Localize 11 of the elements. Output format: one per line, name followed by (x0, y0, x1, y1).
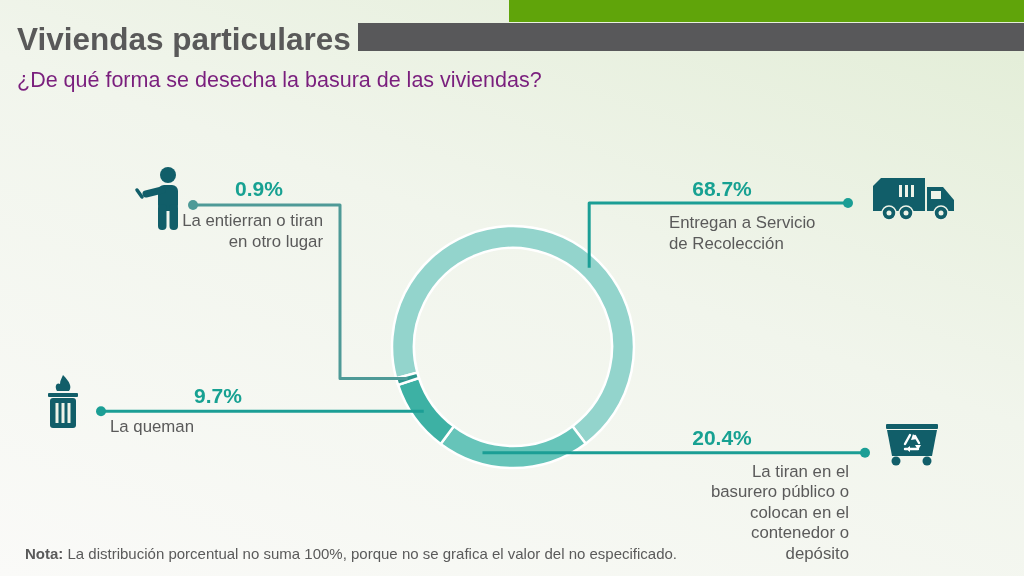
data-label: 68.7% (692, 177, 753, 200)
chart-title: Viviendas particulares (17, 21, 351, 57)
data-label: 20.4% (692, 425, 753, 449)
data-label: 0.9% (235, 177, 284, 200)
data-label: 9.7% (194, 384, 243, 408)
slice-label: La queman (110, 417, 194, 437)
slice-label: Entregan a Servicio de Recolección (669, 213, 816, 253)
slice-label: La entierran o tiran en otro lugar (182, 211, 324, 251)
text: Nota: La distribución porcentual no suma 100%, porque no se grafica el valor del no especificado. (25, 545, 678, 562)
chart-subtitle: ¿De qué forma se desecha la basura de las viviendas? (17, 68, 542, 92)
slice-label: La tiran en el basurero público o colocan en el contenedor o depósito (710, 461, 849, 563)
